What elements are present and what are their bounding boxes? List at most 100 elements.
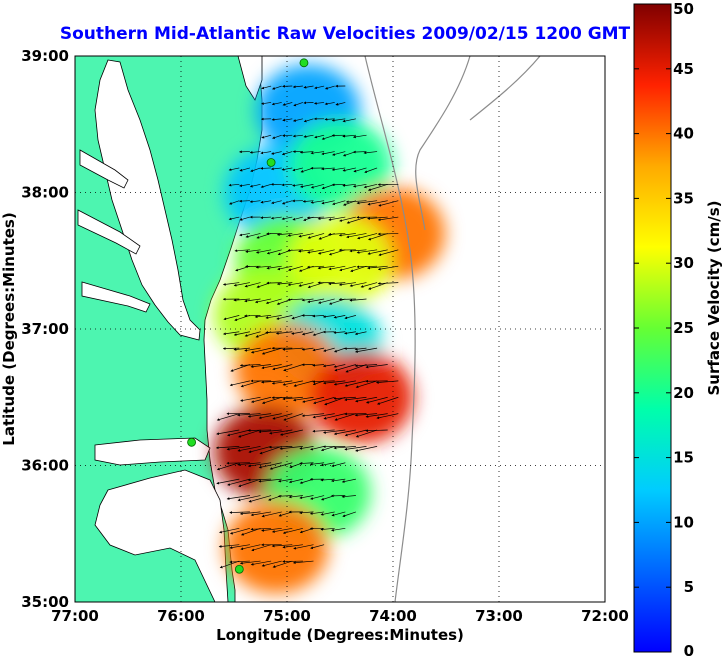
colorbar-tick-label: 30 — [673, 254, 694, 272]
current-vector — [310, 544, 325, 550]
velocity-region — [288, 214, 392, 307]
current-vector — [344, 315, 356, 320]
current-vector — [313, 396, 335, 405]
current-vector — [328, 216, 346, 221]
y-axis-label: Latitude (Degrees:Minutes) — [0, 212, 18, 445]
current-vector — [255, 249, 272, 254]
current-vector — [342, 118, 356, 123]
x-tick-label: 77:00 — [51, 607, 99, 625]
current-vector — [250, 167, 261, 172]
colorbar-tick-label: 15 — [673, 449, 694, 467]
current-vector — [345, 200, 367, 204]
current-vector — [261, 85, 272, 90]
current-vector — [250, 560, 272, 566]
current-vector — [245, 233, 261, 238]
current-vector — [334, 364, 356, 372]
current-vector — [261, 511, 282, 518]
current-vectors — [215, 84, 399, 569]
current-vector — [260, 183, 272, 188]
current-vector — [260, 200, 272, 204]
current-vector — [342, 511, 357, 518]
current-vector — [271, 118, 282, 121]
current-vector — [331, 511, 346, 517]
current-vector — [309, 511, 325, 515]
plot-frame — [74, 55, 606, 603]
current-vector — [287, 282, 303, 287]
radar-stations — [187, 58, 309, 574]
current-vector — [328, 282, 346, 286]
current-vector — [287, 298, 303, 302]
y-tick-label: 39:00 — [21, 47, 69, 65]
current-vector — [244, 314, 261, 318]
current-vector — [237, 446, 261, 452]
current-vector — [333, 315, 346, 319]
current-vector — [249, 150, 261, 154]
current-vector — [318, 298, 335, 304]
current-vector — [260, 151, 272, 155]
y-axis-ticks: 35:00 36:00 37:00 38:00 39:00 — [21, 47, 69, 611]
current-vector — [258, 429, 282, 434]
current-vector — [331, 478, 346, 483]
current-vector — [339, 265, 356, 272]
current-vector — [323, 429, 346, 434]
y-tick-label: 35:00 — [21, 593, 69, 611]
current-vector — [276, 315, 293, 320]
current-vector — [301, 413, 325, 418]
current-vector — [233, 331, 250, 336]
current-vector — [333, 364, 346, 368]
x-axis-label: Longitude (Degrees:Minutes) — [216, 626, 464, 644]
current-vector — [321, 200, 335, 205]
current-vector — [228, 183, 240, 187]
radar-station-marker — [266, 158, 276, 167]
current-vector — [222, 282, 240, 286]
current-vector — [271, 151, 282, 155]
current-vector — [247, 478, 272, 482]
current-vector — [238, 478, 261, 488]
current-vector — [301, 298, 314, 302]
current-vector — [265, 331, 282, 334]
current-vector — [239, 216, 250, 221]
current-vector — [377, 232, 399, 236]
current-vector — [310, 151, 325, 155]
current-vector — [239, 364, 261, 367]
current-vector — [322, 315, 335, 319]
current-vector — [228, 167, 240, 171]
current-vector — [237, 495, 261, 502]
current-vector — [277, 265, 293, 271]
chesapeake-tributary-north — [79, 149, 129, 189]
current-vector — [306, 265, 325, 269]
current-vector — [299, 495, 314, 500]
current-vector — [282, 396, 303, 401]
current-vector — [344, 396, 367, 402]
y-tick-label: 38:00 — [21, 184, 69, 202]
current-vector — [229, 527, 250, 535]
current-vector — [254, 315, 272, 319]
current-vector — [365, 396, 388, 404]
current-vector — [223, 315, 240, 321]
current-vector — [244, 282, 261, 288]
current-vector — [313, 101, 325, 105]
current-vector — [355, 446, 378, 452]
current-vector — [333, 429, 356, 436]
current-vector — [353, 167, 367, 173]
current-vector — [368, 233, 388, 241]
current-vector — [281, 200, 293, 205]
x-axis-ticks: 77:00 76:00 75:00 74:00 73:00 72:00 — [51, 607, 629, 625]
current-vector — [357, 233, 378, 240]
current-vector — [363, 183, 378, 189]
current-vector — [317, 216, 335, 220]
current-vector — [222, 331, 240, 336]
current-vector — [291, 331, 303, 335]
current-vector — [272, 134, 282, 139]
bathymetry-contour — [469, 56, 541, 121]
current-vector — [279, 446, 303, 450]
current-vector — [350, 265, 367, 273]
current-vector — [261, 134, 272, 139]
current-vector — [352, 134, 367, 139]
current-vector — [222, 347, 240, 350]
current-vector — [356, 265, 378, 269]
current-vector — [312, 314, 325, 318]
current-vector — [320, 527, 335, 531]
current-vector — [251, 396, 272, 403]
current-vector — [266, 265, 282, 270]
